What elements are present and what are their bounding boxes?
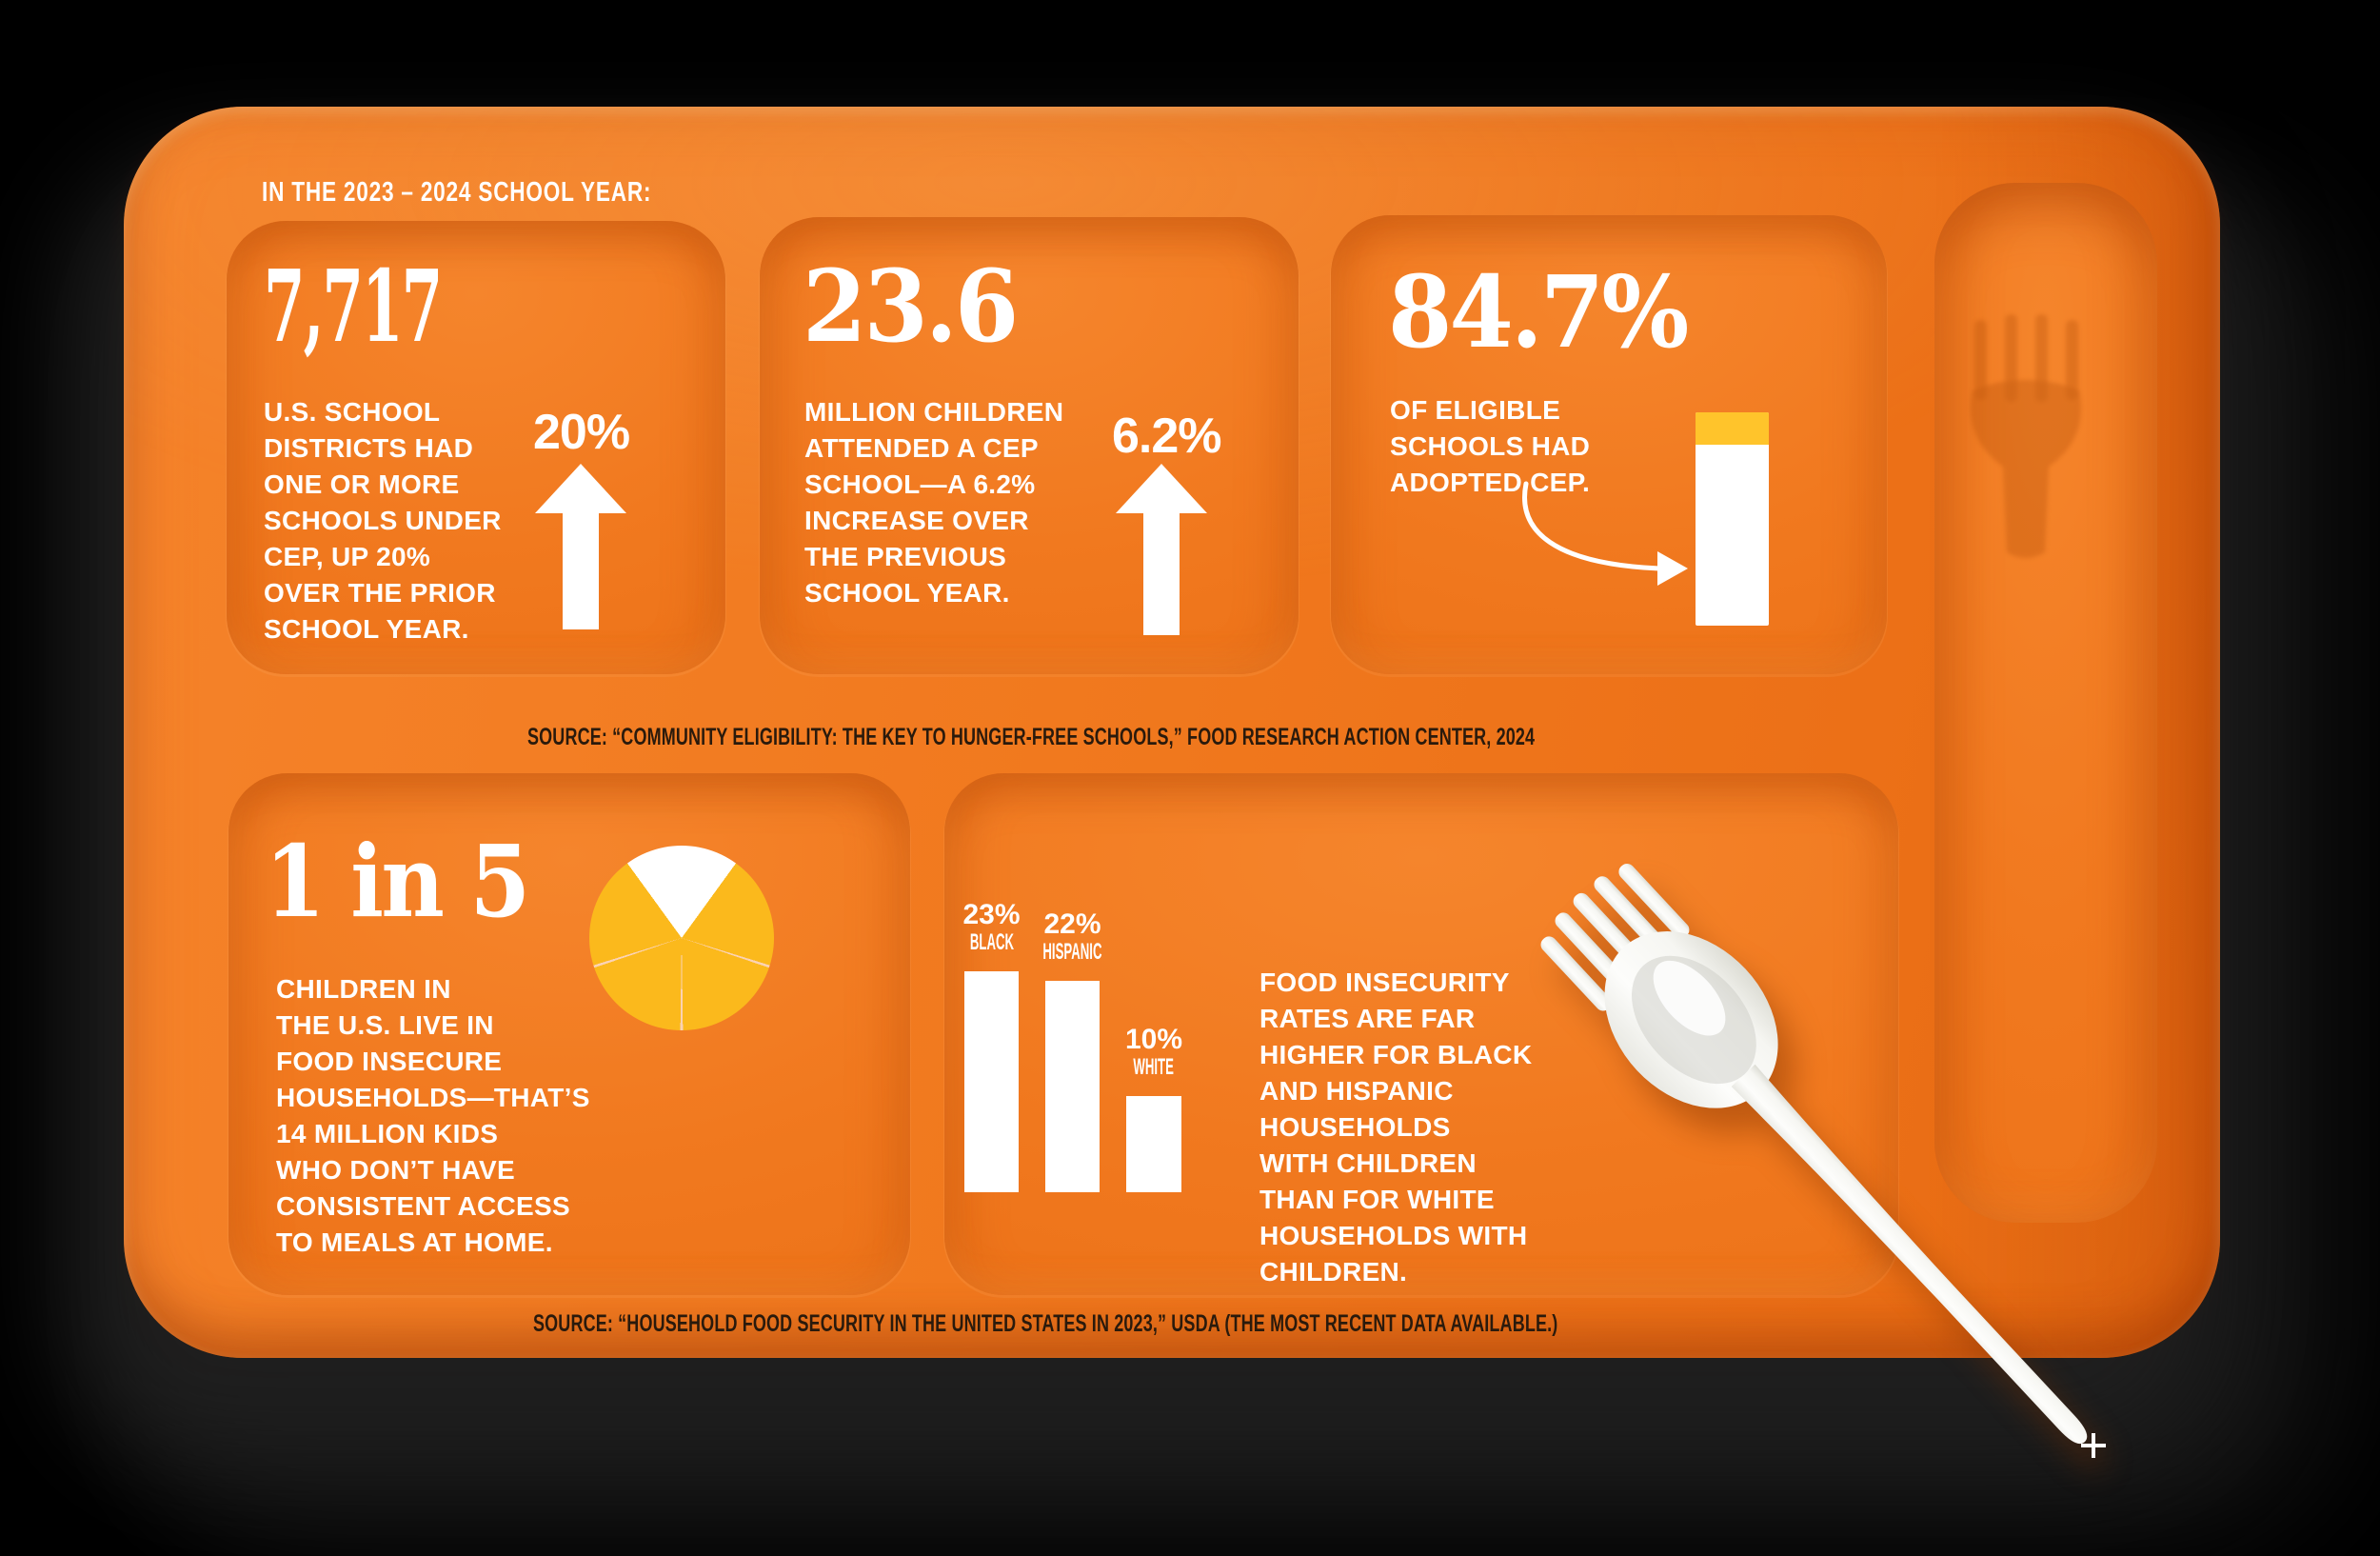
bar-value-label: 22% [1043, 908, 1101, 940]
bar-category-label: HISPANIC [1042, 939, 1102, 965]
arrow-stem [1143, 513, 1180, 635]
stat-districts-callout: 20% [533, 405, 630, 460]
adoption-bar [1696, 412, 1769, 626]
source-bottom: SOURCE: “HOUSEHOLD FOOD SECURITY IN THE … [533, 1310, 1558, 1337]
stat-adoption-text: OF ELIGIBLE SCHOOLS HAD ADOPTED CEP. [1390, 395, 1591, 497]
up-arrow-icon [535, 464, 626, 629]
bar-group-white: 10% WHITE [1124, 1024, 1183, 1192]
stat-disparity-text: FOOD INSECURITY RATES ARE FAR HIGHER FOR B… [1259, 968, 1533, 1287]
stat-children-text: MILLION CHILDREN ATTENDED A CEP SCHOOL—A 6… [804, 397, 1064, 608]
bar-category-label: BLACK [969, 929, 1014, 955]
bar-value-label: 10% [1124, 1024, 1183, 1055]
stat-one-in-five-text: CHILDREN IN THE U.S. LIVE IN FOOD INSECURE… [276, 974, 590, 1257]
compartment-adoption [1331, 215, 1887, 674]
bar-white [1126, 1096, 1181, 1192]
header-title: IN THE 2023 – 2024 SCHOOL YEAR: [262, 177, 652, 208]
bar-category-label: WHITE [1133, 1054, 1175, 1080]
stat-adoption-value: 84.7% [1388, 253, 1689, 370]
compartment-one-in-five [228, 773, 910, 1295]
arrow-head [535, 464, 626, 513]
curved-arrow-icon [1522, 481, 1688, 586]
stat-districts-text: U.S. SCHOOL DISTRICTS HAD ONE OR MORE SCHOO… [264, 397, 502, 644]
bar-black [964, 971, 1019, 1192]
adoption-bar-gap [1696, 412, 1769, 445]
bar-value-label: 23% [962, 899, 1021, 930]
stat-one-in-five-value: 1 in 5 [265, 823, 530, 940]
spork-graphic [1540, 863, 2088, 1445]
arrow-head [1116, 464, 1207, 513]
bar-group-black: 23% BLACK [962, 899, 1021, 1192]
bar-group-hispanic: 22% HISPANIC [1042, 908, 1102, 1192]
up-arrow-icon [1116, 464, 1207, 635]
pie-chart [589, 846, 774, 1030]
stat-children-callout: 6.2% [1112, 409, 1222, 464]
stat-districts-value: 7,717 [264, 248, 443, 365]
stat-children-value: 23.6 [803, 248, 1019, 365]
compartment-children [760, 217, 1299, 674]
arrow-stem [563, 513, 599, 629]
bar-chart: 23% BLACK 22% HISPANIC 10% WHITE [962, 886, 1202, 1192]
sparkle-icon [2081, 1433, 2106, 1458]
bar-hispanic [1045, 981, 1100, 1192]
compartment-districts [227, 221, 725, 674]
fork-imprint-icon [1971, 314, 2081, 558]
source-top: SOURCE: “COMMUNITY ELIGIBILITY: THE KEY … [527, 724, 1536, 750]
compartment-utensil-slot [1934, 183, 2157, 1223]
